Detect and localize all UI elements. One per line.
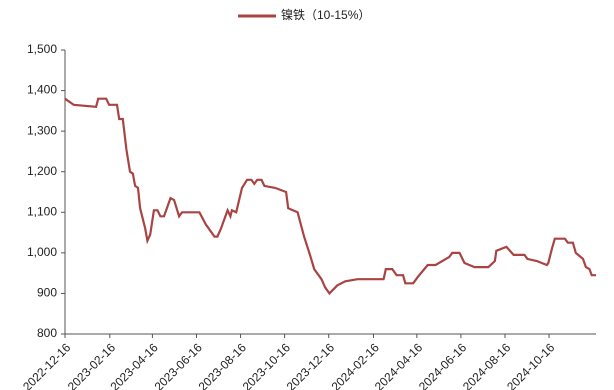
y-tick-label: 900 bbox=[37, 286, 57, 300]
y-tick-label: 1,300 bbox=[27, 123, 57, 137]
y-tick-label: 1,100 bbox=[27, 204, 57, 218]
line-series bbox=[64, 97, 596, 296]
y-tick-label: 800 bbox=[37, 326, 57, 340]
legend-label: 镍铁（10-15%） bbox=[281, 8, 370, 22]
y-tick-label: 1,400 bbox=[27, 83, 57, 97]
y-tick-label: 1,500 bbox=[27, 42, 57, 56]
y-tick-label: 1,200 bbox=[27, 164, 57, 178]
x-tick-label: 2024-10-16 bbox=[504, 340, 558, 390]
y-tick-label: 1,000 bbox=[27, 245, 57, 259]
